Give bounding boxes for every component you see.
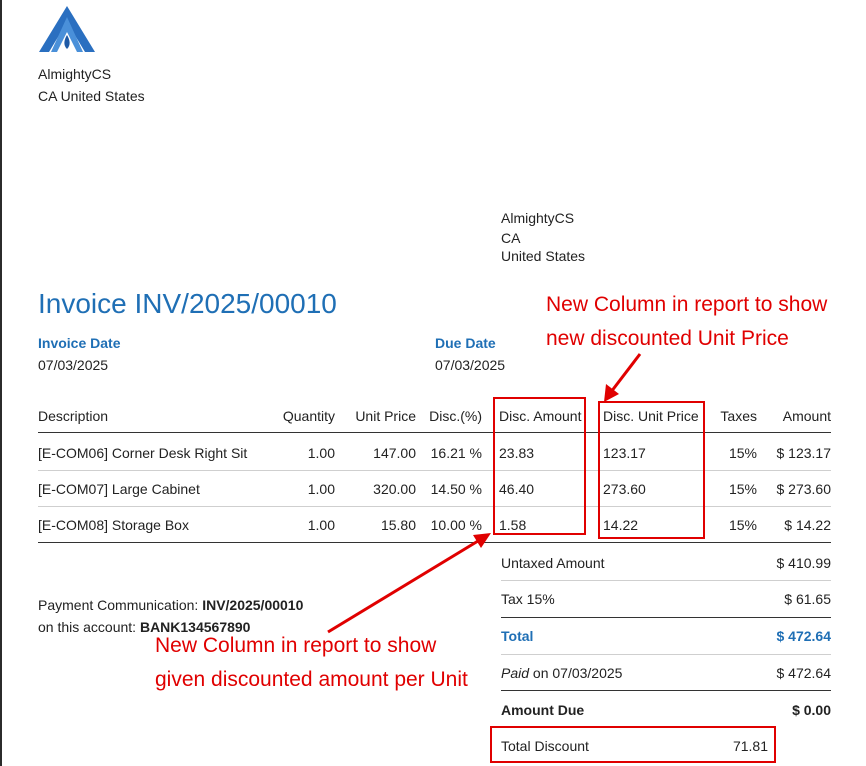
payment-communication-label: Payment Communication: bbox=[38, 597, 203, 613]
row-unit-price: 147.00 bbox=[373, 445, 416, 461]
row-taxes: 15% bbox=[728, 517, 757, 533]
total-label: Total bbox=[501, 628, 534, 644]
amount-note-line1: New Column in report to show bbox=[155, 634, 437, 657]
amount-due-label: Amount Due bbox=[501, 702, 585, 718]
row-disc-pct: 14.50 % bbox=[430, 481, 482, 497]
row-quantity: 1.00 bbox=[307, 517, 335, 533]
due-date: 07/03/2025 bbox=[435, 357, 506, 373]
invoice-date-label: Invoice Date bbox=[38, 335, 121, 351]
total-discount-value: 71.81 bbox=[732, 738, 768, 754]
totals-divider bbox=[501, 654, 831, 655]
col-header-taxes: Taxes bbox=[720, 408, 757, 424]
row-taxes: 15% bbox=[728, 481, 757, 497]
payment-account-value: BANK134567890 bbox=[139, 619, 251, 635]
total-value: $ 472.64 bbox=[776, 628, 832, 644]
row-amount: $ 123.17 bbox=[776, 445, 832, 461]
col-header-disc-unit-price: Disc. Unit Price bbox=[603, 408, 699, 424]
paid-on-date: on 07/03/2025 bbox=[529, 665, 623, 681]
row-quantity: 1.00 bbox=[307, 445, 335, 461]
customer-name: AlmightyCS bbox=[501, 210, 575, 226]
row-taxes: 15% bbox=[728, 445, 757, 461]
totals-divider bbox=[501, 690, 831, 691]
row-disc-pct: 16.21 % bbox=[430, 445, 482, 461]
total-discount-highlight-box bbox=[490, 726, 776, 763]
row-disc-unit-price: 14.22 bbox=[603, 517, 639, 533]
row-description: [E-COM06] Corner Desk Right Sit bbox=[38, 445, 248, 461]
unit-price-note-line1: New Column in report to show bbox=[546, 293, 828, 316]
invoice-title: Invoice INV/2025/00010 bbox=[38, 288, 337, 319]
arrow-to-disc-amount bbox=[327, 533, 491, 634]
paid-line: Paid on 07/03/2025 bbox=[501, 665, 622, 681]
disc-amount-highlight-box bbox=[493, 397, 586, 535]
table-header-rule bbox=[38, 432, 831, 433]
row-unit-price: 320.00 bbox=[373, 481, 416, 497]
paid-value: $ 472.64 bbox=[776, 665, 832, 681]
tax-label: Tax 15% bbox=[501, 591, 555, 607]
payment-account: on this account: BANK134567890 bbox=[38, 619, 250, 635]
arrow-to-disc-unit-price bbox=[604, 353, 642, 402]
total-discount-label: Total Discount bbox=[501, 738, 589, 754]
totals-divider bbox=[501, 617, 831, 618]
col-header-unit-price: Unit Price bbox=[355, 408, 416, 424]
row-disc-pct: 10.00 % bbox=[430, 517, 482, 533]
row-description: [E-COM08] Storage Box bbox=[38, 517, 189, 533]
row-quantity: 1.00 bbox=[307, 481, 335, 497]
company-location: CA United States bbox=[38, 88, 145, 104]
col-header-disc-pct: Disc.(%) bbox=[429, 408, 482, 424]
page-left-edge bbox=[0, 0, 2, 766]
row-amount: $ 14.22 bbox=[784, 517, 831, 533]
payment-communication-value: INV/2025/00010 bbox=[202, 597, 304, 613]
row-disc-amount: 46.40 bbox=[499, 481, 535, 497]
col-header-amount: Amount bbox=[782, 408, 831, 424]
company-logo bbox=[39, 6, 95, 52]
customer-state: CA bbox=[501, 230, 521, 246]
amount-note-line2: given discounted amount per Unit bbox=[155, 668, 468, 691]
disc-unit-price-highlight-box bbox=[598, 401, 705, 539]
row-unit-price: 15.80 bbox=[380, 517, 416, 533]
tax-value: $ 61.65 bbox=[784, 591, 831, 607]
payment-communication: Payment Communication: INV/2025/00010 bbox=[38, 597, 303, 613]
row-divider bbox=[38, 506, 831, 507]
row-disc-amount: 23.83 bbox=[499, 445, 535, 461]
col-header-disc-amount: Disc. Amount bbox=[499, 408, 582, 424]
row-amount: $ 273.60 bbox=[776, 481, 832, 497]
unit-price-note-line2: new discounted Unit Price bbox=[546, 327, 789, 350]
col-header-quantity: Quantity bbox=[282, 408, 335, 424]
untaxed-value: $ 410.99 bbox=[776, 555, 832, 571]
totals-divider bbox=[501, 580, 831, 581]
table-bottom-rule bbox=[38, 542, 831, 543]
untaxed-label: Untaxed Amount bbox=[501, 555, 605, 571]
company-name: AlmightyCS bbox=[38, 66, 112, 82]
payment-account-label: on this account: bbox=[38, 619, 140, 635]
row-disc-unit-price: 273.60 bbox=[603, 481, 646, 497]
customer-country: United States bbox=[501, 248, 586, 264]
row-description: [E-COM07] Large Cabinet bbox=[38, 481, 200, 497]
paid-prefix: Paid bbox=[501, 665, 530, 681]
col-header-description: Description bbox=[38, 408, 109, 424]
amount-due-value: $ 0.00 bbox=[792, 702, 831, 718]
invoice-date: 07/03/2025 bbox=[38, 357, 109, 373]
row-divider bbox=[38, 470, 831, 471]
row-disc-unit-price: 123.17 bbox=[603, 445, 646, 461]
row-disc-amount: 1.58 bbox=[499, 517, 527, 533]
due-date-label: Due Date bbox=[435, 335, 496, 351]
